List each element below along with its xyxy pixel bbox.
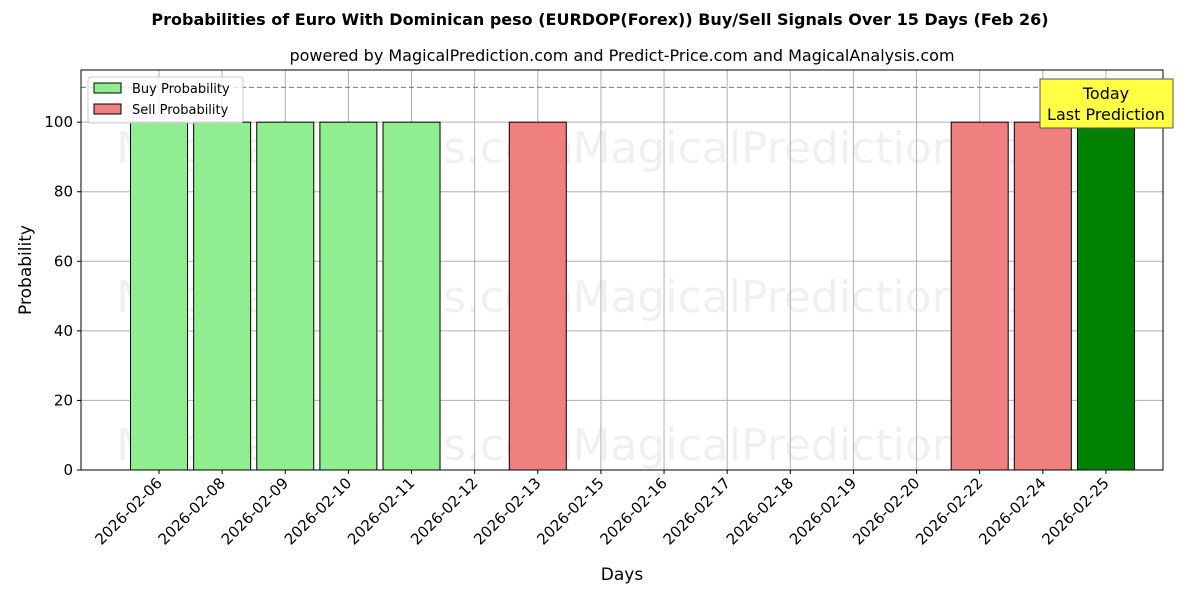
bar: [256, 121, 315, 471]
svg-text:Today: Today: [1082, 84, 1129, 103]
svg-text:2026-02-11: 2026-02-11: [344, 474, 418, 548]
chart-subtitle: powered by MagicalPrediction.com and Pre…: [289, 46, 955, 65]
bar: [319, 121, 378, 471]
bar: [1076, 121, 1135, 471]
svg-text:2026-02-13: 2026-02-13: [470, 474, 544, 548]
svg-text:100: 100: [44, 113, 73, 131]
svg-text:2026-02-16: 2026-02-16: [596, 474, 670, 548]
svg-text:2026-02-08: 2026-02-08: [155, 474, 229, 548]
svg-text:2026-02-09: 2026-02-09: [218, 474, 292, 548]
bar: [1013, 121, 1072, 471]
bar: [130, 121, 188, 471]
svg-text:Sell Probability: Sell Probability: [132, 103, 229, 118]
svg-text:2026-02-10: 2026-02-10: [281, 474, 355, 548]
svg-text:2026-02-25: 2026-02-25: [1038, 474, 1112, 548]
svg-text:2026-02-06: 2026-02-06: [91, 474, 165, 548]
svg-text:80: 80: [54, 183, 73, 201]
bar: [382, 121, 441, 471]
svg-text:2026-02-12: 2026-02-12: [407, 474, 481, 548]
svg-text:2026-02-19: 2026-02-19: [786, 474, 860, 548]
svg-text:Last Prediction: Last Prediction: [1047, 105, 1165, 124]
chart-title: Probabilities of Euro With Dominican pes…: [151, 10, 1049, 29]
svg-text:Buy Probability: Buy Probability: [132, 82, 230, 97]
svg-text:2026-02-15: 2026-02-15: [533, 474, 607, 548]
svg-text:2026-02-18: 2026-02-18: [723, 474, 797, 548]
svg-text:20: 20: [54, 391, 73, 409]
today-annotation: [1039, 78, 1174, 129]
svg-text:0: 0: [63, 461, 73, 479]
legend: [87, 76, 244, 124]
svg-text:60: 60: [54, 252, 73, 270]
svg-text:2026-02-22: 2026-02-22: [912, 474, 986, 548]
y-axis-label: Probability: [16, 225, 36, 315]
bar: [508, 121, 567, 471]
svg-text:40: 40: [54, 322, 73, 340]
svg-text:2026-02-20: 2026-02-20: [849, 474, 923, 548]
x-axis-label: Days: [601, 565, 644, 585]
bar: [193, 121, 252, 471]
svg-text:2026-02-17: 2026-02-17: [660, 474, 734, 548]
bar: [950, 121, 1009, 471]
svg-text:2026-02-24: 2026-02-24: [975, 474, 1049, 548]
